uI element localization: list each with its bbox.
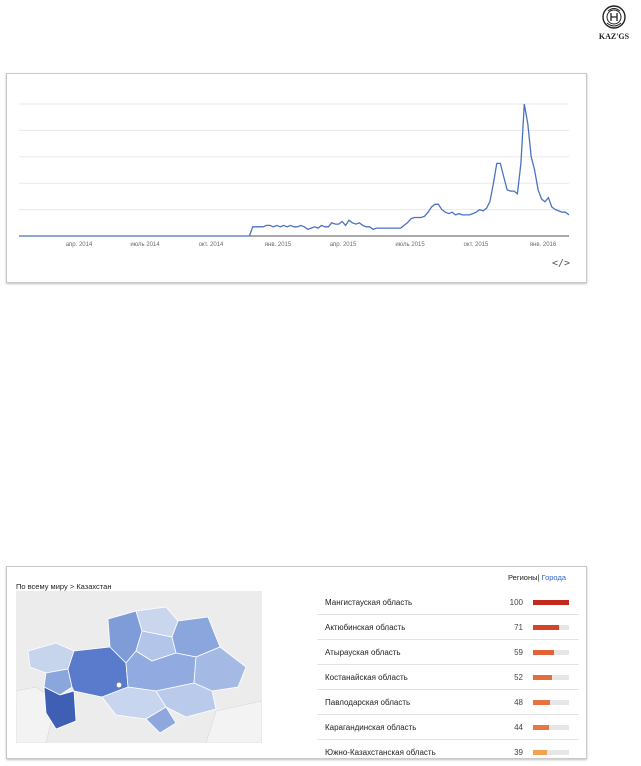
neighbor-land bbox=[205, 700, 262, 743]
region-bar-fill bbox=[533, 675, 552, 680]
breadcrumb: По всему миру > Казахстан bbox=[16, 582, 111, 591]
region-value: 100 bbox=[509, 598, 523, 607]
map-location-marker bbox=[116, 682, 122, 688]
region-name[interactable]: Костанайская область bbox=[325, 673, 408, 682]
region-name[interactable]: Мангистауская область bbox=[325, 598, 413, 607]
x-tick-label: июль 2014 bbox=[130, 242, 160, 248]
code-embed-icon[interactable]: </> bbox=[552, 258, 571, 269]
region-value: 59 bbox=[514, 648, 523, 657]
interest-series-line bbox=[19, 103, 570, 237]
toggle-regions[interactable]: Регионы bbox=[508, 573, 538, 582]
region-value: 39 bbox=[514, 748, 523, 757]
region-bar-fill bbox=[533, 750, 548, 755]
region-row[interactable]: Южно-Казахстанская область 39 bbox=[317, 740, 579, 764]
region-row[interactable]: Карагандинская область 44 bbox=[317, 715, 579, 740]
logo-text: KAZ'GS bbox=[598, 32, 630, 41]
region-south-kazakhstan[interactable] bbox=[145, 706, 177, 734]
region-row[interactable]: Павлодарская область 48 bbox=[317, 690, 579, 715]
region-name[interactable]: Южно-Казахстанская область bbox=[325, 748, 436, 757]
interest-by-region-panel: Регионы| Города По всему миру > Казахста… bbox=[6, 566, 587, 759]
region-bar-track bbox=[533, 725, 569, 730]
region-name[interactable]: Актюбинская область bbox=[325, 623, 406, 632]
region-value: 71 bbox=[514, 623, 523, 632]
region-value: 48 bbox=[514, 698, 523, 707]
x-tick-label: янв. 2016 bbox=[530, 242, 557, 248]
interest-over-time-panel: апр. 2014 июль 2014 окт. 2014 янв. 2015 апр.… bbox=[6, 73, 587, 283]
kazakhstan-region-map[interactable] bbox=[16, 591, 262, 743]
region-bar-track bbox=[533, 750, 569, 755]
x-tick-label: окт. 2014 bbox=[199, 242, 224, 248]
breadcrumb-current: Казахстан bbox=[76, 582, 112, 591]
x-tick-label: апр. 2015 bbox=[330, 242, 357, 248]
region-row[interactable]: Актюбинская область 71 bbox=[317, 615, 579, 640]
region-value: 44 bbox=[514, 723, 523, 732]
toggle-cities[interactable]: Города bbox=[541, 573, 566, 582]
region-name[interactable]: Атырауская область bbox=[325, 648, 401, 657]
seal-emblem-icon bbox=[602, 5, 626, 29]
region-ranking-list: Мангистауская область 100 Актюбинская обла… bbox=[317, 590, 579, 764]
toggle-separator: | bbox=[537, 573, 540, 582]
interest-line-chart: апр. 2014 июль 2014 окт. 2014 янв. 2015 апр.… bbox=[19, 103, 570, 248]
region-bar-track bbox=[533, 600, 569, 605]
logo-emblem bbox=[594, 2, 634, 46]
breadcrumb-separator: > bbox=[69, 582, 75, 591]
x-tick-label: янв. 2015 bbox=[265, 242, 292, 248]
region-bar-fill bbox=[533, 725, 549, 730]
region-bar-fill bbox=[533, 600, 569, 605]
region-bar-track bbox=[533, 675, 569, 680]
region-row[interactable]: Костанайская область 52 bbox=[317, 665, 579, 690]
region-bar-fill bbox=[533, 625, 559, 630]
breadcrumb-worldwide-link[interactable]: По всему миру bbox=[16, 582, 68, 591]
x-tick-label: апр. 2014 bbox=[66, 242, 93, 248]
region-bar-fill bbox=[533, 700, 551, 705]
region-bar-track bbox=[533, 650, 569, 655]
region-city-toggle: Регионы| Города bbox=[508, 573, 566, 582]
region-row[interactable]: Мангистауская область 100 bbox=[317, 590, 579, 615]
region-bar-fill bbox=[533, 650, 555, 655]
x-tick-label: июль 2015 bbox=[395, 242, 425, 248]
region-value: 52 bbox=[514, 673, 523, 682]
region-bar-track bbox=[533, 700, 569, 705]
region-name[interactable]: Павлодарская область bbox=[325, 698, 411, 707]
region-name[interactable]: Карагандинская область bbox=[325, 723, 417, 732]
region-mangystau[interactable] bbox=[43, 686, 77, 730]
region-bar-track bbox=[533, 625, 569, 630]
x-tick-label: окт. 2015 bbox=[464, 242, 489, 248]
region-row[interactable]: Атырауская область 59 bbox=[317, 640, 579, 665]
region-atyrau[interactable] bbox=[43, 668, 73, 696]
